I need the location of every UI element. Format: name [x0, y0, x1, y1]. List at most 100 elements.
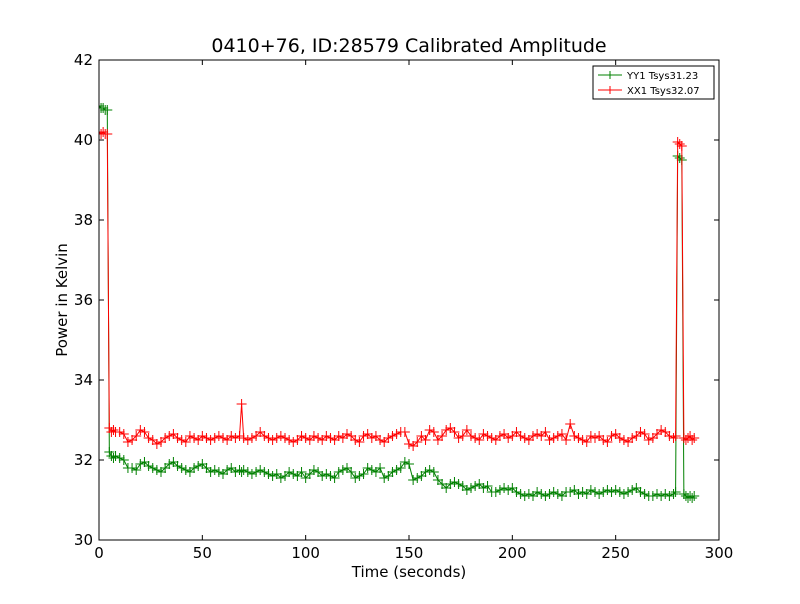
data-point: [143, 433, 154, 443]
y-tick-label: 40: [74, 131, 93, 149]
data-point: [99, 103, 109, 113]
data-point: [511, 427, 522, 437]
data-point: [118, 455, 129, 465]
data-point: [300, 473, 311, 483]
data-point: [168, 457, 179, 467]
data-point: [610, 429, 621, 439]
series-markers-0: [99, 101, 700, 503]
data-point: [375, 435, 386, 445]
data-point: [259, 467, 270, 477]
data-point: [300, 433, 311, 443]
data-point: [470, 481, 481, 491]
data-point: [674, 139, 685, 149]
data-point: [156, 437, 166, 447]
data-point: [102, 129, 113, 139]
data-point: [379, 437, 390, 447]
x-tick-label: 100: [291, 544, 320, 562]
data-point: [408, 475, 419, 485]
data-point: [486, 433, 497, 443]
data-point: [528, 491, 538, 501]
data-point: [519, 433, 530, 443]
data-point: [685, 431, 696, 441]
data-point: [453, 479, 464, 489]
data-point: [594, 431, 605, 441]
data-point: [135, 459, 146, 469]
data-point: [573, 433, 584, 443]
data-point: [428, 467, 439, 477]
data-point: [379, 473, 390, 483]
x-tick-label: 300: [705, 544, 734, 562]
data-point: [321, 431, 332, 441]
data-point: [416, 431, 427, 441]
y-tick-label: 38: [74, 211, 93, 229]
data-point: [424, 425, 435, 435]
data-point: [503, 433, 514, 443]
data-point: [490, 487, 501, 497]
data-point: [354, 471, 365, 481]
data-point: [238, 465, 249, 475]
data-point: [594, 489, 605, 499]
data-point: [333, 431, 344, 441]
data-point: [581, 489, 592, 499]
data-point: [127, 463, 138, 473]
data-point: [536, 431, 547, 441]
plot-area: [99, 101, 700, 503]
data-point: [131, 465, 142, 475]
data-point: [416, 471, 427, 481]
data-point: [449, 427, 460, 437]
data-point: [670, 487, 681, 497]
data-point: [552, 431, 563, 441]
data-point: [246, 433, 257, 443]
legend: YY1 Tsys31.23 XX1 Tsys32.07: [592, 65, 715, 100]
data-point: [687, 493, 698, 503]
data-point: [503, 485, 514, 495]
data-point: [532, 429, 543, 439]
data-point: [569, 485, 580, 495]
data-point: [160, 433, 171, 443]
data-point: [197, 431, 208, 441]
data-point: [590, 433, 600, 443]
data-point: [358, 431, 369, 441]
data-point: [370, 467, 381, 477]
series-line-1: [99, 131, 695, 447]
legend-label: YY1 Tsys31.23: [626, 71, 698, 82]
data-point: [362, 429, 373, 439]
data-point: [104, 423, 115, 433]
data-point: [627, 433, 638, 443]
data-point: [565, 419, 576, 429]
data-point: [329, 473, 340, 483]
data-point: [197, 459, 208, 469]
data-point: [656, 425, 667, 435]
data-point: [267, 435, 278, 445]
data-point: [284, 467, 295, 477]
data-point: [193, 461, 204, 471]
data-point: [127, 435, 138, 445]
data-point: [499, 429, 510, 439]
data-point: [147, 463, 158, 473]
x-tick-label: 200: [498, 544, 527, 562]
data-point: [308, 431, 319, 441]
data-point: [280, 433, 290, 443]
data-point: [172, 433, 183, 443]
data-point: [482, 481, 493, 491]
data-point: [313, 467, 324, 477]
data-point: [441, 483, 452, 493]
data-point: [618, 435, 629, 445]
data-point: [110, 451, 121, 461]
data-point: [556, 491, 567, 501]
data-point: [329, 435, 340, 445]
data-point: [168, 429, 179, 439]
data-point: [652, 429, 662, 439]
data-point: [366, 465, 377, 475]
data-point: [160, 463, 171, 473]
data-point: [325, 433, 336, 443]
data-point: [581, 437, 592, 447]
data-point: [213, 467, 224, 477]
data-point: [288, 437, 299, 447]
data-point: [577, 487, 588, 497]
data-point: [342, 463, 352, 473]
data-point: [99, 101, 104, 111]
y-axis-label: Power in Kelvin: [53, 243, 71, 357]
data-point: [180, 437, 191, 447]
